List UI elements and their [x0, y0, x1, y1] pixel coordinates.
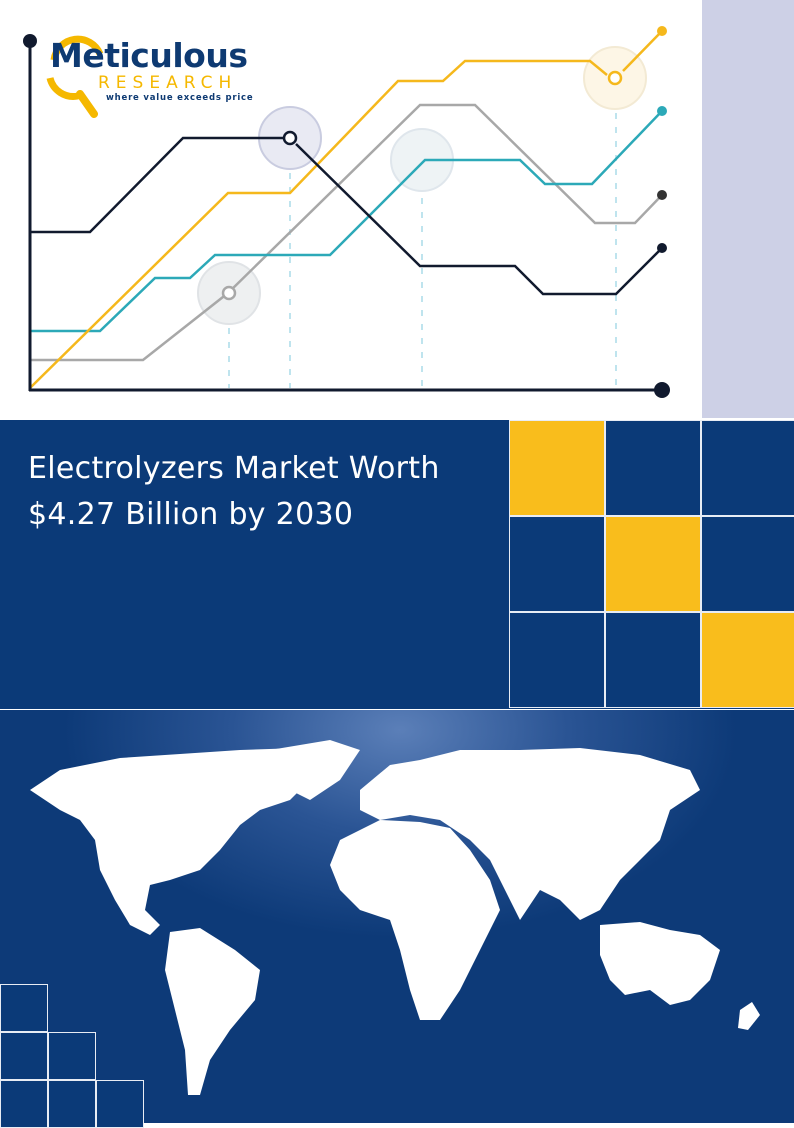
- side-panel: [702, 0, 794, 418]
- gray-series-line: [30, 103, 663, 362]
- axis-dot: [654, 382, 670, 398]
- tile: [701, 420, 794, 516]
- meticulous-logo: Meticulous RESEARCH where value exceeds …: [46, 35, 254, 118]
- tile: [605, 420, 701, 516]
- australia: [600, 922, 720, 1005]
- logo-tagline: where value exceeds price: [106, 93, 254, 103]
- end-dot: [657, 190, 667, 200]
- north-america: [30, 748, 330, 935]
- axis-dot: [23, 34, 37, 48]
- end-dot: [657, 243, 667, 253]
- dark-series-line: [30, 136, 284, 234]
- tile: [0, 984, 48, 1032]
- tile: [605, 612, 701, 708]
- logo-sub: RESEARCH: [98, 73, 238, 93]
- tile: [701, 516, 794, 612]
- new-zealand: [738, 1002, 760, 1030]
- report-title: Electrolyzers Market Worth $4.27 Billion…: [28, 446, 440, 538]
- teal-series-line: [30, 110, 663, 333]
- south-america: [165, 928, 260, 1095]
- greenland: [270, 740, 360, 800]
- tile: [509, 420, 605, 516]
- tile: [48, 1080, 96, 1128]
- tile: [509, 612, 605, 708]
- tile: [0, 1032, 48, 1080]
- tile: [701, 612, 794, 708]
- world-map-section: [0, 710, 794, 1123]
- tile-grid: [509, 420, 794, 710]
- corner-tiles: [0, 984, 150, 1128]
- end-dot: [657, 26, 667, 36]
- tile: [0, 1080, 48, 1128]
- data-point: [221, 285, 237, 301]
- data-point: [607, 70, 623, 86]
- title-line-1: Electrolyzers Market Worth: [28, 451, 440, 486]
- tile: [96, 1080, 144, 1128]
- tile: [605, 516, 701, 612]
- africa: [330, 820, 500, 1020]
- logo-name: Meticulous: [50, 36, 248, 75]
- yellow-series-line: [622, 30, 663, 72]
- uk: [380, 770, 400, 800]
- data-point: [282, 130, 298, 146]
- dark-series-line: [295, 143, 663, 296]
- tile: [48, 1032, 96, 1080]
- yellow-series-line: [29, 59, 608, 389]
- end-dot: [657, 106, 667, 116]
- title-line-2: $4.27 Billion by 2030: [28, 497, 354, 532]
- world-map-image: [30, 740, 760, 1095]
- decorative-line-chart: [23, 26, 670, 398]
- tile: [509, 516, 605, 612]
- magnifier-icon: [46, 35, 104, 118]
- eurasia: [360, 748, 700, 920]
